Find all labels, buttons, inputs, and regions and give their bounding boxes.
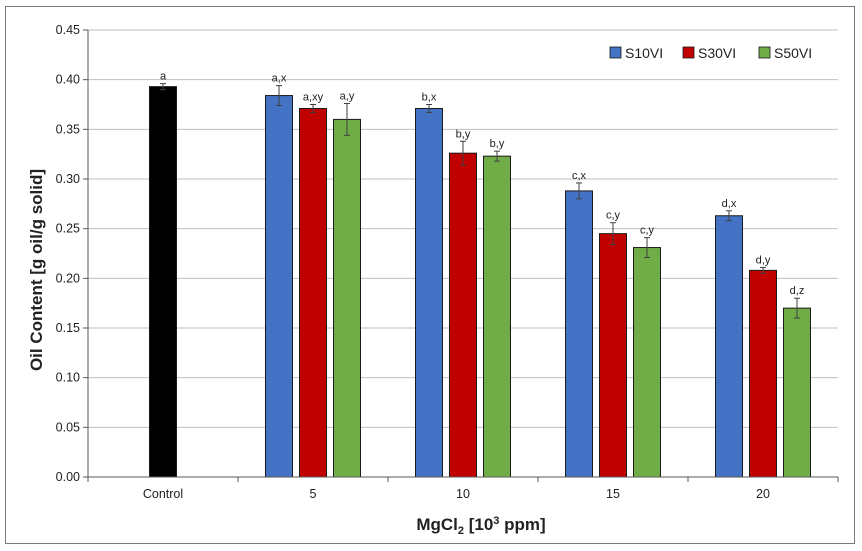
significance-label: a,xy	[303, 92, 324, 104]
bar-s10vi-10	[415, 107, 443, 478]
x-tick-label: 15	[606, 487, 620, 501]
x-axis-ticks: Control 5 10 15 20	[87, 477, 839, 501]
significance-label: c,y	[606, 210, 621, 222]
y-tick-label: 0.40	[56, 73, 80, 87]
significance-label: a,y	[340, 91, 355, 103]
y-tick-label: 0.10	[56, 371, 80, 385]
x-axis-title-superscript: 3	[493, 515, 499, 527]
x-axis-title: MgCl2 [103 ppm]	[416, 515, 545, 537]
y-tick-label: 0.00	[56, 470, 80, 484]
x-axis-title-subscript: 2	[458, 525, 464, 537]
significance-label: b,y	[456, 128, 471, 140]
significance-labels: a a,x b,x c,x d,x a,xy b,y c,y d,y a,y b,y c,y d,z	[160, 71, 804, 298]
y-tick-label: 0.20	[56, 271, 80, 285]
bar-s50vi-15	[633, 247, 661, 478]
bar-s10vi-20	[715, 215, 743, 478]
bar-s50vi-10	[483, 155, 511, 478]
legend-label-s30vi: S30VI	[698, 45, 736, 61]
significance-label: b,x	[422, 92, 437, 104]
significance-label: a,x	[272, 73, 287, 85]
significance-label: b,y	[490, 138, 505, 150]
x-tick-label: 10	[456, 487, 470, 501]
significance-label: d,x	[722, 198, 737, 210]
y-axis-title: Oil Content [g oil/g solid]	[27, 169, 46, 371]
bar-s30vi-20	[749, 269, 777, 478]
y-tick-label: 0.15	[56, 321, 80, 335]
y-axis-ticks: 0.00 0.05 0.10 0.15 0.20 0.25 0.30 0.35 0.40 0.45	[56, 23, 88, 484]
x-tick-label: Control	[143, 487, 183, 501]
significance-label: d,y	[756, 254, 771, 266]
x-axis-title-tail: ppm]	[499, 515, 545, 534]
legend-swatch-s50vi	[758, 46, 771, 59]
significance-label: d,z	[790, 285, 805, 297]
bar-s10vi-15	[565, 190, 593, 478]
legend-swatch-s30vi	[682, 46, 695, 59]
y-tick-label: 0.35	[56, 122, 80, 136]
bar-s30vi-10	[449, 152, 477, 478]
bar-s50vi-5	[333, 118, 361, 478]
axes	[87, 30, 838, 478]
bars	[149, 86, 811, 478]
x-axis-title-base: MgCl	[416, 515, 458, 534]
significance-label: c,y	[640, 225, 655, 237]
bar-control	[149, 86, 177, 478]
bar-s30vi-15	[599, 233, 627, 478]
x-axis-title-mid: [10	[464, 515, 493, 534]
error-bars	[160, 83, 800, 319]
bar-s30vi-5	[299, 107, 327, 478]
legend-label-s10vi: S10VI	[625, 45, 663, 61]
x-tick-label: 5	[310, 487, 317, 501]
bar-s50vi-20	[783, 307, 811, 478]
y-tick-label: 0.25	[56, 222, 80, 236]
y-tick-label: 0.45	[56, 23, 80, 37]
legend-swatch-s10vi	[609, 46, 622, 59]
significance-label: a	[160, 71, 167, 83]
x-tick-label: 20	[756, 487, 770, 501]
y-tick-label: 0.30	[56, 172, 80, 186]
legend-label-s50vi: S50VI	[774, 45, 812, 61]
bar-s10vi-5	[265, 95, 293, 478]
y-tick-label: 0.05	[56, 420, 80, 434]
legend: S10VI S30VI S50VI	[609, 45, 812, 61]
significance-label: c,x	[572, 170, 587, 182]
